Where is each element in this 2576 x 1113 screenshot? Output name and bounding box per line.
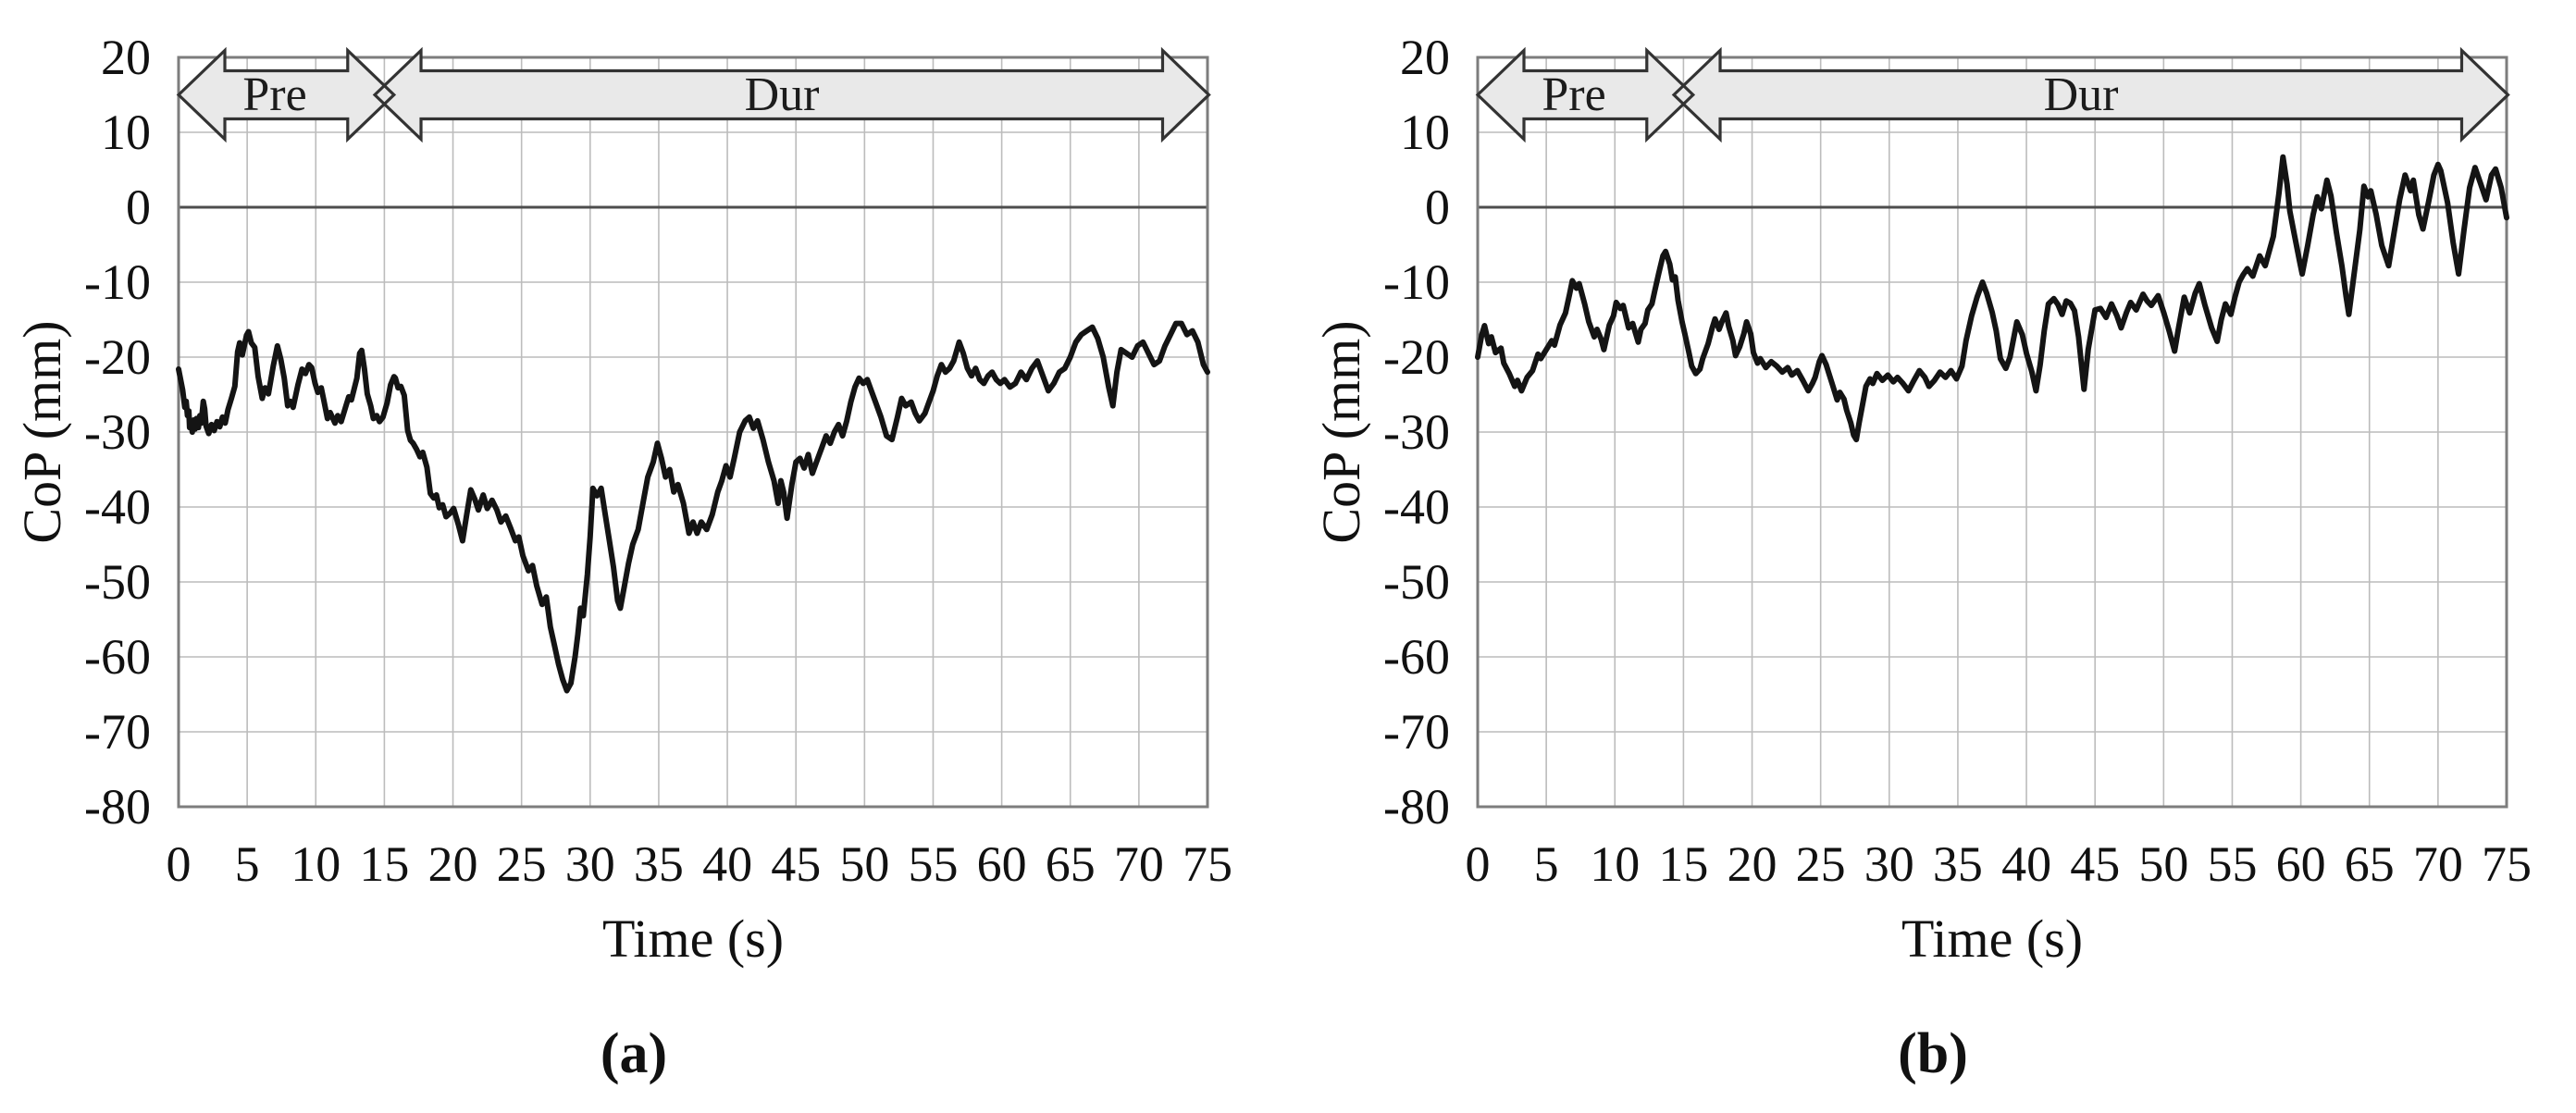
x-tick-label: 50 — [2138, 836, 2188, 892]
x-tick-label: 60 — [2276, 836, 2326, 892]
y-tick-label: 0 — [126, 179, 151, 235]
y-tick-label: -30 — [84, 404, 151, 460]
x-tick-label: 0 — [1466, 836, 1491, 892]
y-tick-label: -10 — [1383, 254, 1450, 310]
y-axis-label-b: CoP (mm) — [1311, 320, 1371, 544]
phase-arrow-outline — [1475, 46, 1696, 143]
x-tick-label: 25 — [1796, 836, 1846, 892]
x-tick-label: 45 — [2070, 836, 2120, 892]
x-tick-label: 70 — [1114, 836, 1164, 892]
x-tick-label: 20 — [1728, 836, 1777, 892]
panel-caption-a: (a) — [600, 1022, 668, 1085]
x-tick-label: 5 — [1534, 836, 1559, 892]
y-tick-label: -20 — [84, 329, 151, 385]
x-tick-label: 40 — [702, 836, 752, 892]
phase-arrow-fill — [375, 50, 1209, 140]
phase-arrow-fill — [1674, 50, 2508, 140]
y-tick-label: 0 — [1425, 179, 1450, 235]
y-tick-label: -70 — [1383, 704, 1450, 760]
phase-arrow-outline — [372, 46, 1211, 143]
x-tick-label: 60 — [977, 836, 1027, 892]
phase-label-dur-a: Dur — [744, 68, 820, 121]
x-axis-label-b: Time (s) — [1901, 909, 2084, 969]
x-tick-label: 0 — [167, 836, 192, 892]
panel-caption-b: (b) — [1898, 1022, 1968, 1085]
y-tick-label: -40 — [84, 479, 151, 535]
x-tick-label: 65 — [1046, 836, 1096, 892]
x-tick-label: 35 — [1933, 836, 1983, 892]
x-tick-label: 75 — [1183, 836, 1232, 892]
y-tick-label: -80 — [84, 779, 151, 835]
x-tick-label: 30 — [565, 836, 615, 892]
x-tick-label: 30 — [1864, 836, 1914, 892]
x-tick-label: 65 — [2345, 836, 2395, 892]
y-tick-label: -60 — [84, 629, 151, 685]
y-tick-label: 10 — [1400, 105, 1450, 160]
x-tick-label: 10 — [291, 836, 341, 892]
y-tick-label: -30 — [1383, 404, 1450, 460]
x-tick-label: 15 — [359, 836, 409, 892]
x-tick-label: 10 — [1590, 836, 1640, 892]
x-tick-label: 50 — [839, 836, 889, 892]
x-tick-label: 75 — [2482, 836, 2532, 892]
x-tick-label: 55 — [908, 836, 958, 892]
x-tick-label: 40 — [2001, 836, 2051, 892]
y-tick-label: 20 — [101, 30, 151, 85]
x-axis-label-a: Time (s) — [601, 909, 785, 969]
phase-label-pre-a: Pre — [242, 68, 307, 121]
x-tick-label: 25 — [497, 836, 547, 892]
x-tick-label: 20 — [428, 836, 478, 892]
y-tick-label: 10 — [101, 105, 151, 160]
y-tick-label: -50 — [84, 554, 151, 610]
phase-arrow-outline — [1671, 46, 2510, 143]
x-tick-label: 55 — [2207, 836, 2257, 892]
y-axis-label-a: CoP (mm) — [12, 320, 72, 544]
x-tick-label: 15 — [1658, 836, 1708, 892]
x-tick-label: 45 — [771, 836, 821, 892]
y-tick-label: -70 — [84, 704, 151, 760]
cop-trace — [1475, 154, 2509, 443]
y-tick-label: -60 — [1383, 629, 1450, 685]
y-tick-label: -80 — [1383, 779, 1450, 835]
y-tick-label: 20 — [1400, 30, 1450, 85]
x-tick-label: 70 — [2413, 836, 2463, 892]
y-tick-label: -50 — [1383, 554, 1450, 610]
phase-label-dur-b: Dur — [2043, 68, 2119, 121]
phase-arrow-outline — [176, 46, 397, 143]
x-tick-label: 5 — [235, 836, 260, 892]
x-tick-label: 35 — [634, 836, 684, 892]
y-tick-label: -40 — [1383, 479, 1450, 535]
phase-label-pre-b: Pre — [1542, 68, 1606, 121]
cop-trace — [176, 320, 1210, 694]
phase-arrow-fill — [179, 50, 394, 140]
y-tick-label: -10 — [84, 254, 151, 310]
y-tick-label: -20 — [1383, 329, 1450, 385]
phase-arrow-fill — [1478, 50, 1693, 140]
